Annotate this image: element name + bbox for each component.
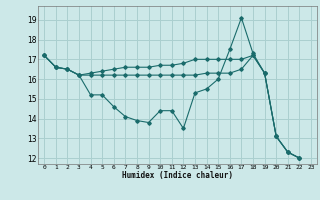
X-axis label: Humidex (Indice chaleur): Humidex (Indice chaleur) <box>122 171 233 180</box>
